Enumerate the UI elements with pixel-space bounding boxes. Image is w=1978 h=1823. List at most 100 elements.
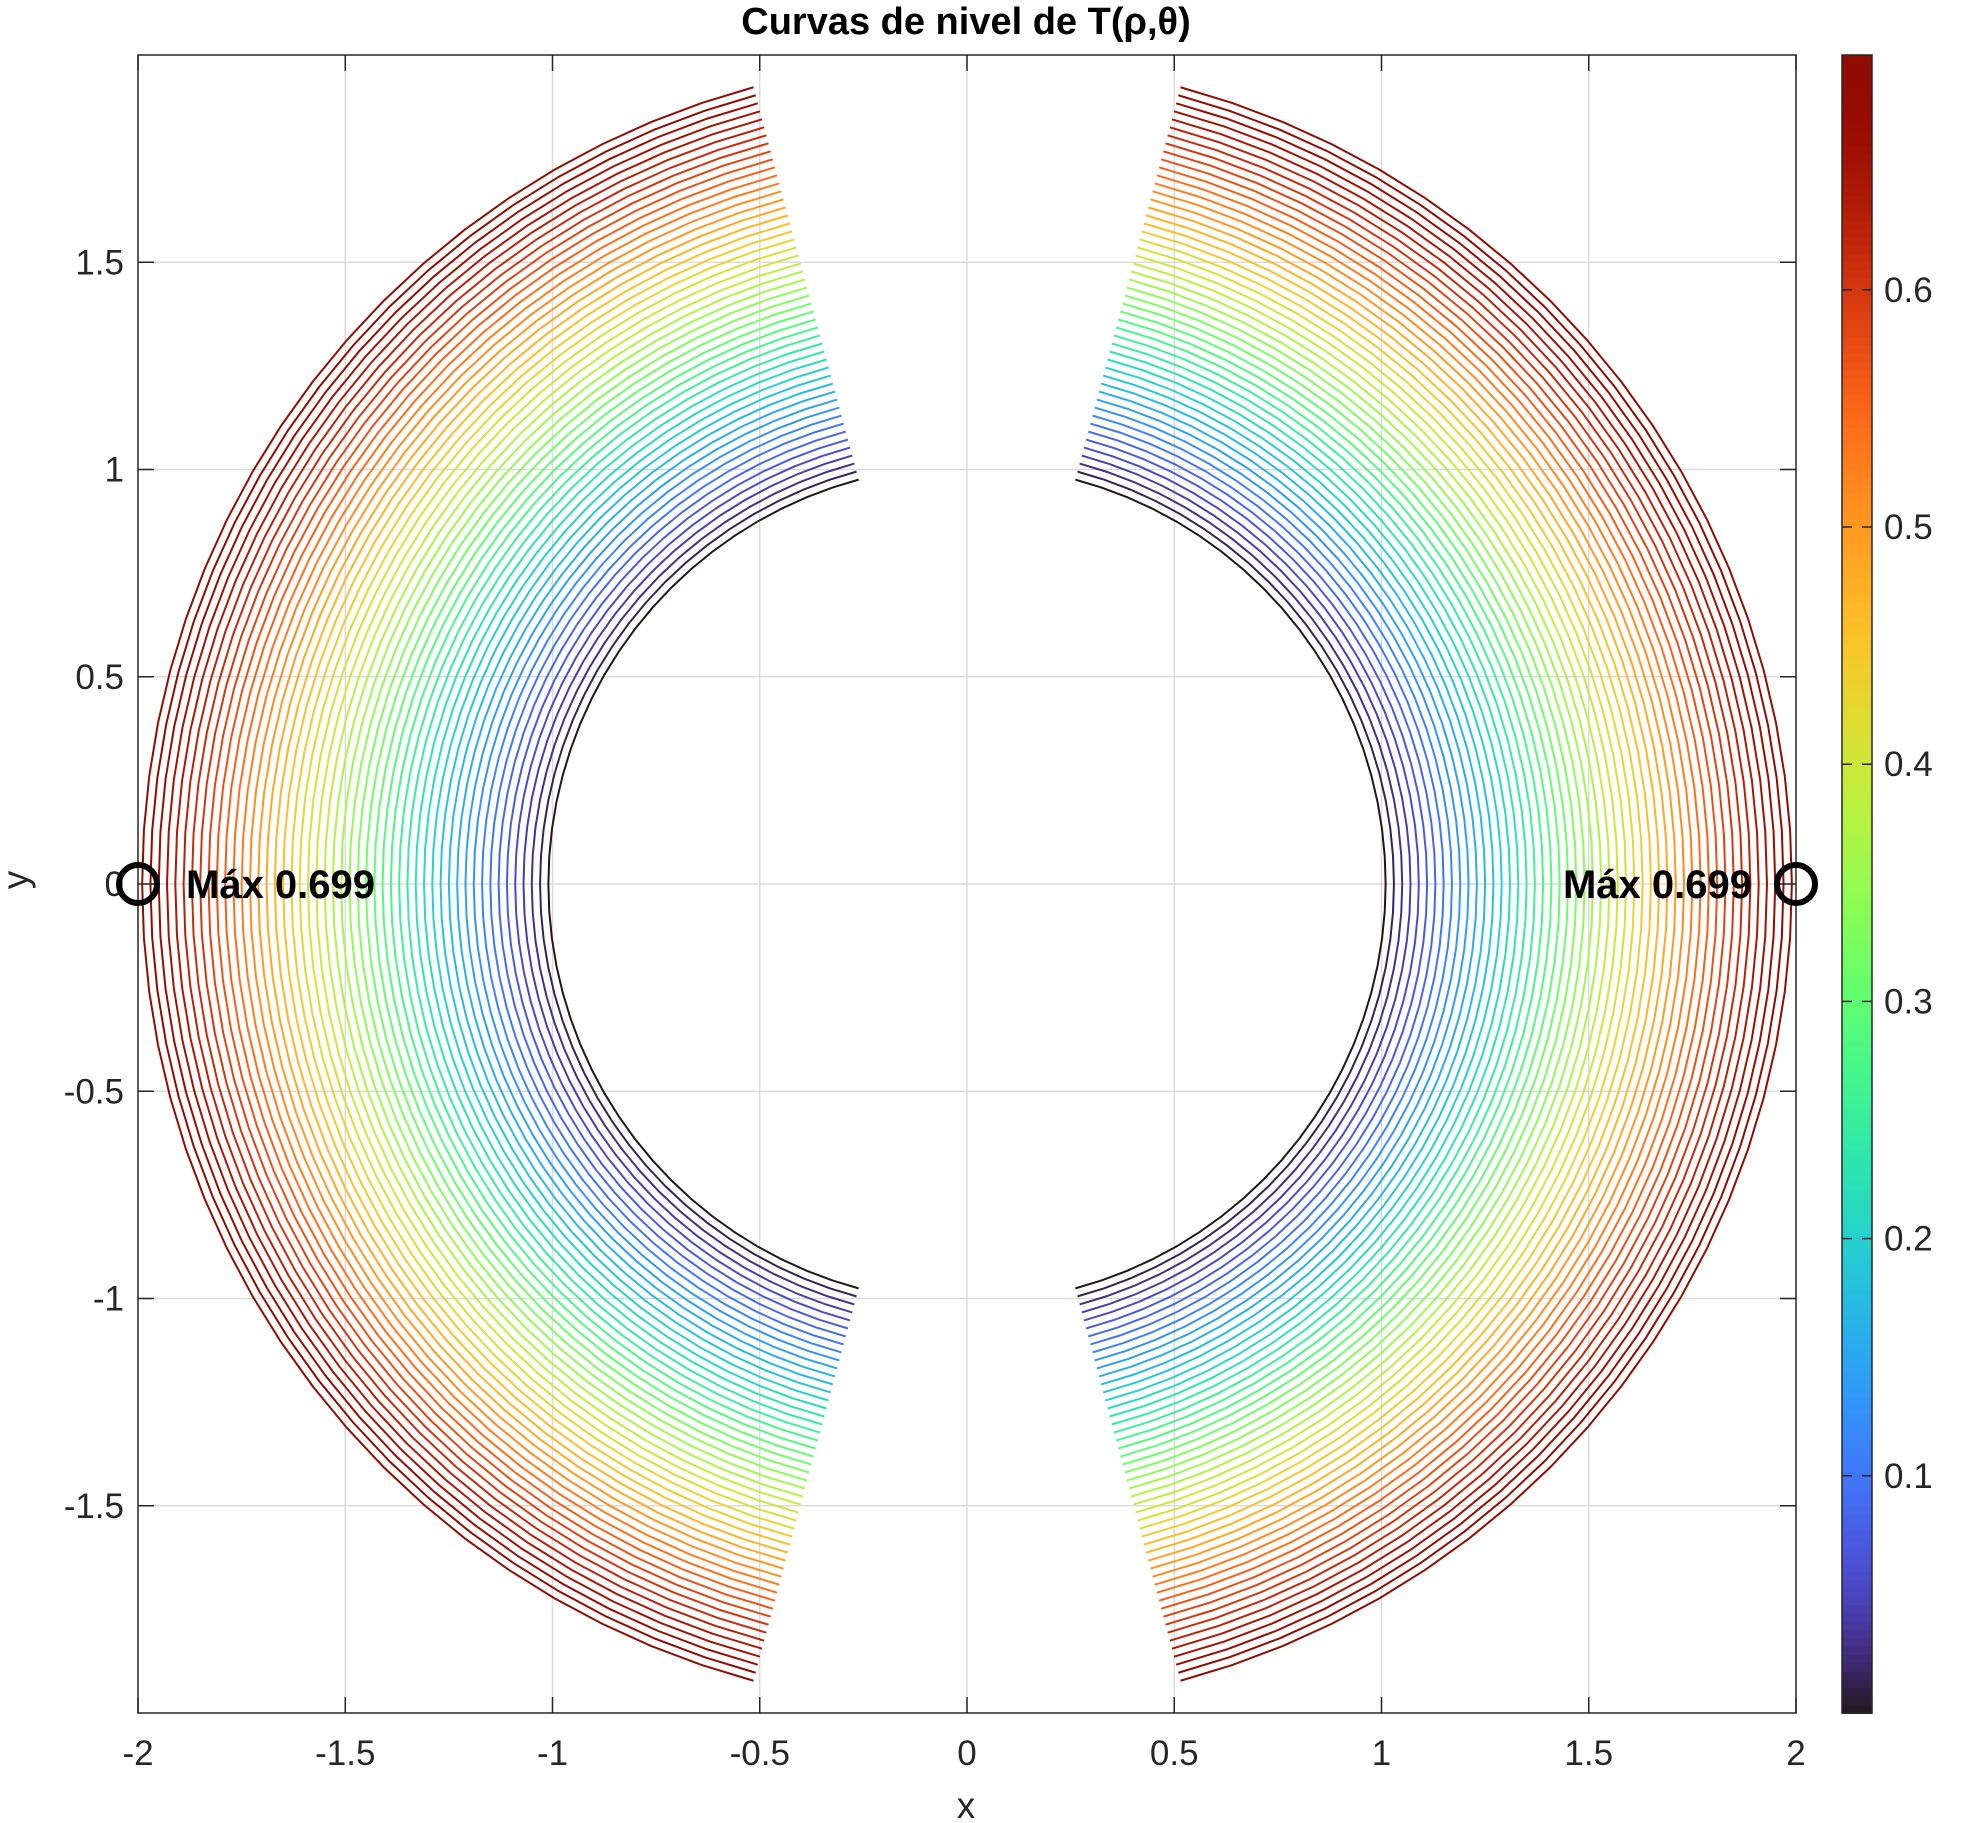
colorbar-segment bbox=[1842, 1547, 1872, 1557]
colorbar-segment bbox=[1842, 875, 1872, 885]
colorbar-segment bbox=[1842, 544, 1872, 554]
colorbar-segment bbox=[1842, 63, 1872, 73]
contour-line-left bbox=[481, 414, 842, 1354]
contour-line-right bbox=[1128, 278, 1594, 1490]
colorbar-segment bbox=[1842, 403, 1872, 413]
colorbar-segment bbox=[1842, 1091, 1872, 1101]
contour-line-left bbox=[356, 294, 810, 1474]
colorbar-segment bbox=[1842, 942, 1872, 952]
colorbar-segment bbox=[1842, 146, 1872, 156]
contour-line-right bbox=[1120, 310, 1561, 1458]
colorbar-segment bbox=[1842, 519, 1872, 529]
colorbar-segment bbox=[1842, 129, 1872, 139]
x-tick-label: -0.5 bbox=[730, 1734, 790, 1773]
colorbar-segment bbox=[1842, 1207, 1872, 1217]
colorbar-segment bbox=[1842, 1414, 1872, 1424]
colorbar-segment bbox=[1842, 137, 1872, 148]
colorbar-segment bbox=[1842, 353, 1872, 363]
colorbar-segment bbox=[1842, 361, 1872, 372]
colorbar-segment bbox=[1842, 1572, 1872, 1582]
colorbar-segment bbox=[1842, 1157, 1872, 1167]
colorbar-segment bbox=[1842, 444, 1872, 454]
contour-line-left bbox=[406, 342, 823, 1426]
colorbar-segment bbox=[1842, 825, 1872, 836]
colorbar-segment bbox=[1842, 55, 1872, 65]
colorbar-segment bbox=[1842, 627, 1872, 637]
colorbar-segment bbox=[1842, 1149, 1872, 1159]
colorbar-segment bbox=[1842, 262, 1872, 272]
colorbar-segment bbox=[1842, 917, 1872, 927]
contour-line-right bbox=[1117, 318, 1553, 1450]
colorbar-segment bbox=[1842, 1124, 1872, 1134]
contour-line-right bbox=[1077, 470, 1395, 1298]
colorbar-segment bbox=[1842, 477, 1872, 488]
x-tick-label: -1.5 bbox=[315, 1734, 375, 1773]
colorbar-segment bbox=[1842, 975, 1872, 985]
colorbar-segment bbox=[1842, 1538, 1872, 1549]
contour-line-right bbox=[1102, 374, 1495, 1394]
contour-line-right bbox=[1111, 342, 1528, 1426]
max-marker bbox=[116, 862, 160, 906]
colorbar-segment bbox=[1842, 1024, 1872, 1035]
contour-line-left bbox=[273, 214, 789, 1554]
contour-line-left bbox=[539, 470, 857, 1298]
colorbar-segment bbox=[1842, 1066, 1872, 1076]
x-tick-label: -2 bbox=[122, 1734, 153, 1773]
contour-line-left bbox=[381, 318, 817, 1450]
colorbar-segment bbox=[1842, 1646, 1872, 1656]
colorbar-segment bbox=[1842, 411, 1872, 421]
colorbar-segment bbox=[1842, 1447, 1872, 1458]
contour-line-left bbox=[530, 462, 855, 1306]
colorbar-segment bbox=[1842, 303, 1872, 313]
colorbar-segment bbox=[1842, 1016, 1872, 1026]
contour-line-right bbox=[1141, 230, 1644, 1538]
contour-line-right bbox=[1124, 294, 1578, 1474]
colorbar-segment bbox=[1842, 378, 1872, 388]
colorbar-segment bbox=[1842, 96, 1872, 106]
contour-line-right bbox=[1126, 286, 1586, 1482]
colorbar-segment bbox=[1842, 311, 1872, 322]
contour-line-right bbox=[1135, 254, 1619, 1514]
colorbar-segment bbox=[1842, 1630, 1872, 1640]
colorbar-segment bbox=[1842, 568, 1872, 579]
contour-line-left bbox=[514, 446, 851, 1322]
colorbar-segment bbox=[1842, 1663, 1872, 1673]
colorbar-segment bbox=[1842, 1265, 1872, 1275]
colorbar-segment bbox=[1842, 461, 1872, 471]
colorbar-segment bbox=[1842, 1406, 1872, 1416]
colorbar-segment bbox=[1842, 486, 1872, 496]
contour-line-right bbox=[1092, 414, 1453, 1354]
contour-line-left bbox=[282, 222, 791, 1546]
colorbar-segment bbox=[1842, 328, 1872, 338]
colorbar-segment bbox=[1842, 1323, 1872, 1333]
colorbar-segment bbox=[1842, 1257, 1872, 1267]
colorbar-segment bbox=[1842, 1621, 1872, 1632]
colorbar-segment bbox=[1842, 1174, 1872, 1184]
colorbar-segment bbox=[1842, 908, 1872, 919]
contour-line-right bbox=[1167, 134, 1744, 1634]
colorbar-segment bbox=[1842, 1530, 1872, 1540]
contour-line-left bbox=[447, 382, 834, 1386]
contour-line-left bbox=[348, 286, 808, 1482]
colorbar-segment bbox=[1842, 162, 1872, 173]
colorbar-segment bbox=[1842, 1058, 1872, 1068]
colorbar-segment bbox=[1842, 685, 1872, 695]
contour-line-right bbox=[1075, 478, 1387, 1290]
contour-line-right bbox=[1137, 246, 1628, 1522]
colorbar-segment bbox=[1842, 88, 1872, 98]
colorbar-segment bbox=[1842, 1232, 1872, 1242]
contour-line-right bbox=[1158, 166, 1710, 1602]
colorbar-segment bbox=[1842, 1522, 1872, 1532]
contour-line-left bbox=[398, 334, 821, 1434]
contour-line-right bbox=[1171, 118, 1760, 1650]
colorbar-segment bbox=[1842, 1605, 1872, 1615]
colorbar-segment bbox=[1842, 709, 1872, 720]
colorbar-segment bbox=[1842, 204, 1872, 214]
colorbar-segment bbox=[1842, 1555, 1872, 1565]
colorbar-segment bbox=[1842, 884, 1872, 894]
contour-line-left bbox=[174, 118, 763, 1650]
colorbar-segment bbox=[1842, 428, 1872, 438]
contour-line-right bbox=[1100, 382, 1487, 1386]
contour-line-left bbox=[505, 438, 849, 1330]
colorbar-segment bbox=[1842, 104, 1872, 115]
